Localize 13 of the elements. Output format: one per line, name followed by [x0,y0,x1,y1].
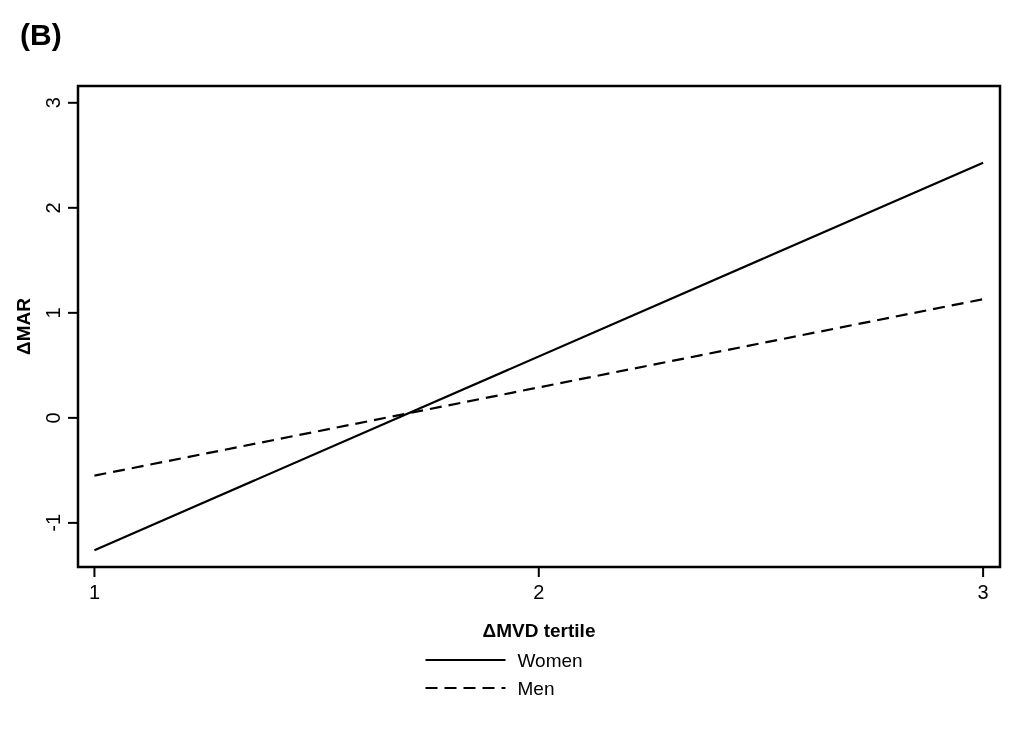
legend-label: Women [517,650,583,671]
x-tick-label: 1 [88,581,100,603]
y-tick-label: 2 [42,202,64,214]
y-tick-label: 0 [42,412,64,424]
x-tick-label: 2 [533,581,545,603]
y-tick-label: 1 [42,307,64,319]
y-tick-label: -1 [42,513,64,532]
y-axis-title: ΔMAR [13,297,34,355]
y-tick-label: 3 [42,97,64,109]
chart-title: (B) [20,18,62,51]
legend-label: Men [517,678,555,699]
x-tick-label: 3 [977,581,989,603]
x-axis-title: ΔMVD tertile [482,620,596,641]
